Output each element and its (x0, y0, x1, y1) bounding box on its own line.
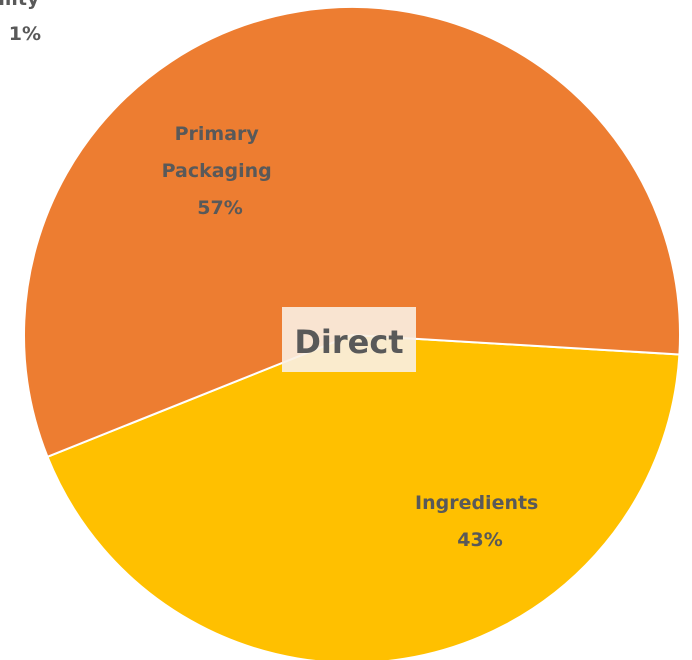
pie-slices (23, 6, 681, 660)
slice-label-ingredients: Ingredients 43% (415, 492, 545, 551)
slice-label-primary-packaging: Primary Packaging 57% (162, 123, 279, 219)
pie-slice-primary-packaging (23, 6, 681, 459)
primary-packaging-word-2: Packaging (162, 160, 272, 182)
hospitality-name: Hospitality (0, 0, 40, 10)
center-label-background (282, 307, 416, 372)
chart-title: Direct (294, 323, 403, 361)
slice-labels: Primary Packaging 57% Ingredients 43% Ho… (0, 0, 545, 551)
ingredients-name: Ingredients (415, 492, 538, 514)
slice-label-hospitality: Hospitality 1% (0, 0, 46, 45)
primary-packaging-percent: 57% (197, 197, 242, 219)
primary-packaging-word-1: Primary (175, 123, 260, 145)
ingredients-percent: 43% (457, 529, 502, 551)
pie-slice-ingredients (46, 333, 681, 660)
hospitality-percent: 1% (9, 23, 41, 45)
